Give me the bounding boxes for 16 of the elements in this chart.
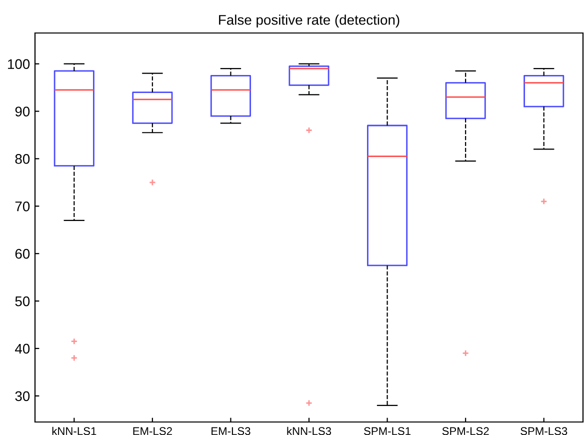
x-tick-label: SPM-LS3 [520, 427, 568, 435]
y-tick-label: 80 [15, 154, 30, 164]
y-tick-label: 90 [15, 106, 30, 116]
y-tick-label: 70 [15, 201, 30, 212]
y-tick-label: 50 [15, 296, 30, 306]
y-tick-label: 40 [15, 344, 30, 354]
y-tick-label: 100 [8, 59, 30, 70]
x-tick-label: kNN-LS1 [52, 426, 96, 435]
y-tick-label: 60 [15, 248, 30, 259]
x-tick-label: kNN-LS3 [287, 426, 332, 435]
x-tick-label: SPM-LS1 [364, 427, 411, 435]
x-tick-label: EM-LS2 [133, 427, 172, 435]
x-tick-label: SPM-LS2 [442, 427, 489, 435]
y-tick-label: 30 [15, 391, 30, 402]
x-tick-label: EM-LS3 [212, 427, 250, 435]
chart-title: False positive rate (detection) [219, 14, 400, 28]
